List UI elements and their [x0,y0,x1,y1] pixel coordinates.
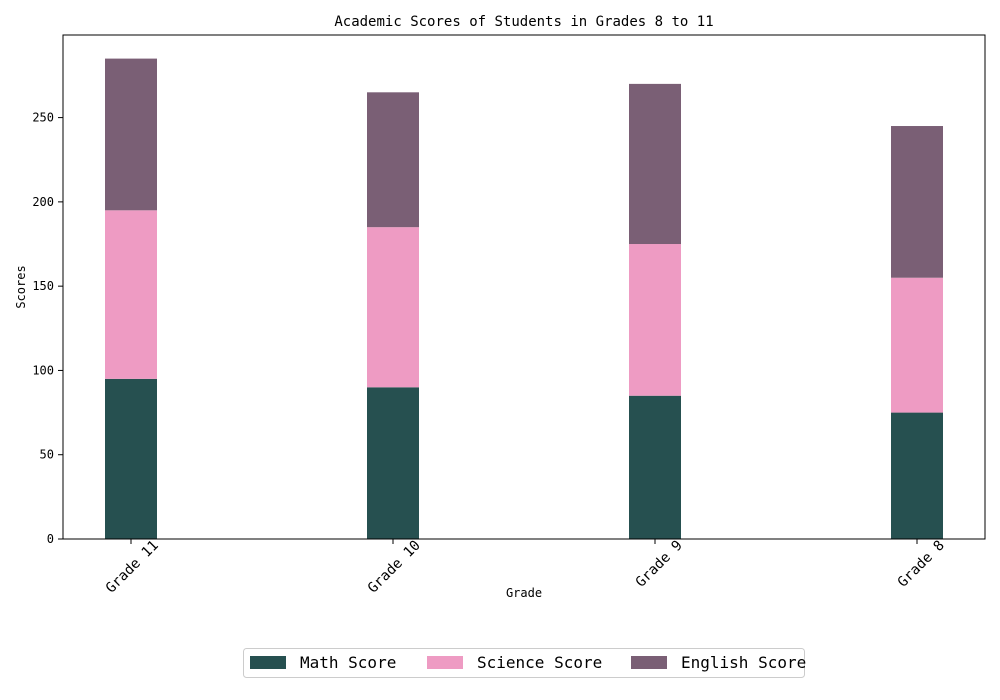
legend-swatch [250,656,286,669]
bar-math-score-grade-9 [629,395,681,539]
bar-math-score-grade-8 [891,412,943,539]
legend-swatch [631,656,667,669]
bar-english-score-grade-10 [367,92,419,228]
legend-swatch [427,656,463,669]
bar-math-score-grade-11 [105,378,157,539]
chart-title: Academic Scores of Students in Grades 8 … [334,14,713,30]
y-tick-label: 150 [32,279,54,293]
bar-science-score-grade-11 [105,210,157,379]
legend-label: English Score [681,653,806,672]
y-tick-label: 200 [32,195,54,209]
legend: Math Score Science Score English Score [243,648,806,678]
y-axis-label: Scores [14,265,28,308]
legend-label: Math Score [300,653,396,672]
x-axis-label: Grade [506,586,542,600]
legend-label: Science Score [477,653,602,672]
y-axis: 0 50 100 150 200 250 [32,111,63,546]
bar-english-score-grade-9 [629,83,681,245]
bar-english-score-grade-8 [891,126,943,278]
legend-frame [243,648,805,678]
bar-science-score-grade-8 [891,277,943,413]
bar-math-score-grade-10 [367,387,419,539]
bars-layer [105,58,943,539]
legend-items: Math Score Science Score English Score [250,653,806,672]
y-tick-label: 250 [32,111,54,125]
bar-science-score-grade-9 [629,244,681,396]
y-tick-label: 100 [32,363,54,377]
y-tick-label: 0 [47,532,54,546]
y-tick-label: 50 [40,448,54,462]
plot-area-frame [62,34,986,540]
bar-english-score-grade-11 [105,58,157,211]
bar-science-score-grade-10 [367,227,419,388]
